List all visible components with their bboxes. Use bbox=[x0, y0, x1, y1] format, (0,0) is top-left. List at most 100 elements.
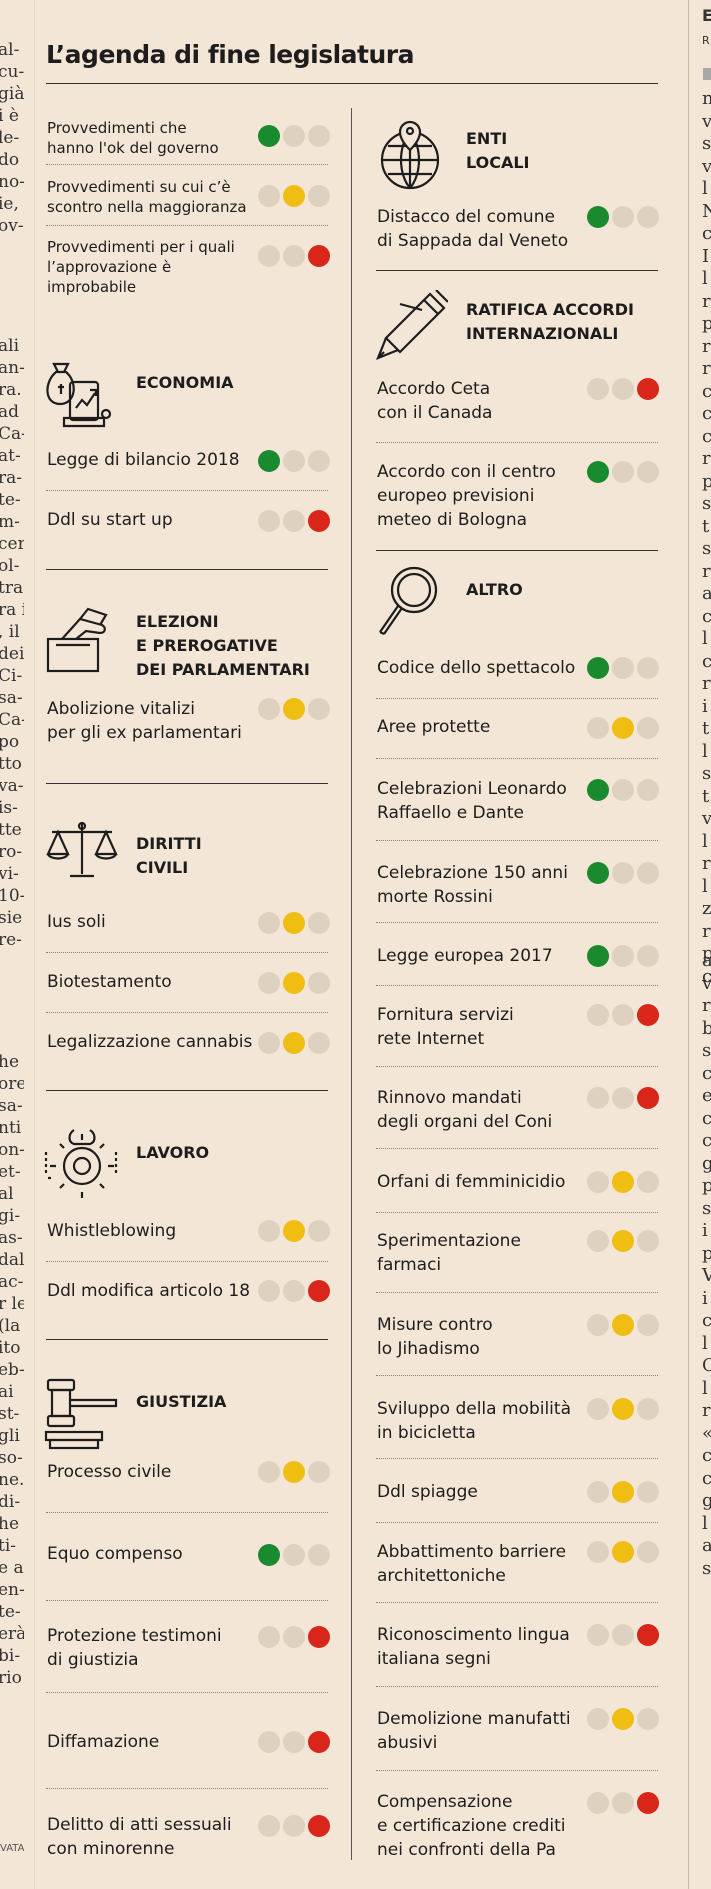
fragment-text: c bbox=[702, 380, 711, 402]
fragment-text: C bbox=[702, 1355, 711, 1376]
status-dots bbox=[258, 1626, 330, 1648]
list-item: Ddl modifica articolo 18 bbox=[47, 1281, 251, 1301]
section-title-elezioni: ELEZIONI E PREROGATIVE DEI PARLAMENTARI bbox=[136, 612, 310, 679]
status-dots bbox=[587, 717, 659, 739]
section-separator bbox=[46, 783, 328, 784]
fragment-text: cu- bbox=[0, 62, 24, 82]
fragment-text: ali bbox=[0, 336, 20, 356]
fragment-text: r bbox=[702, 995, 711, 1016]
fragment-text: r bbox=[702, 673, 711, 694]
fragment-text: g bbox=[702, 1152, 711, 1174]
money-bag-chart-icon bbox=[44, 358, 120, 432]
legend-text: hanno l'ok del governo bbox=[47, 139, 219, 157]
fragment-text: po bbox=[0, 732, 20, 752]
fragment-text: ac- bbox=[0, 1272, 24, 1292]
fragment-text: gli bbox=[0, 1426, 20, 1446]
fragment-text: al bbox=[0, 1184, 14, 1204]
fragment-text: tto bbox=[0, 754, 22, 774]
dotted-separator bbox=[376, 758, 658, 759]
fragment-text: sa- bbox=[0, 688, 23, 708]
fragment-text: v bbox=[702, 155, 711, 177]
fragment-text: ito bbox=[0, 1338, 21, 1358]
section-separator bbox=[46, 569, 328, 570]
title-rule bbox=[46, 83, 658, 84]
fragment-text: r bbox=[702, 358, 711, 379]
fragment-text: p bbox=[702, 470, 711, 492]
list-item: Rinnovo mandati degli organi del Coni bbox=[377, 1088, 553, 1132]
fragment-text: già bbox=[0, 84, 24, 104]
status-dots bbox=[258, 185, 330, 207]
list-item: Equo compenso bbox=[47, 1544, 183, 1564]
fragment-text: p bbox=[702, 1175, 711, 1196]
fragment-text: do bbox=[0, 150, 20, 170]
dotted-separator bbox=[376, 922, 658, 923]
status-dots bbox=[587, 862, 659, 884]
fragment-text: Ca- bbox=[0, 710, 24, 730]
fragment-text: t bbox=[702, 515, 710, 537]
legend-text: l’approvazione è improbabile bbox=[47, 258, 172, 296]
fragment-text: gi- bbox=[0, 1206, 21, 1226]
list-item: Fornitura servizi rete Internet bbox=[377, 1005, 514, 1049]
list-item: Sperimentazione farmaci bbox=[377, 1231, 521, 1275]
fragment-text: as- bbox=[0, 1228, 23, 1248]
fragment-text: I bbox=[702, 245, 710, 267]
fragment-text: tra bbox=[0, 578, 24, 598]
list-item: Legge europea 2017 bbox=[377, 946, 553, 966]
dotted-separator bbox=[376, 1686, 658, 1687]
fragment-text: r bbox=[702, 560, 711, 582]
dotted-separator bbox=[46, 1012, 328, 1013]
fragment-text: va- bbox=[0, 776, 24, 796]
status-dots bbox=[587, 1314, 659, 1336]
section-title-ratifica: RATIFICA ACCORDI INTERNAZIONALI bbox=[466, 300, 634, 343]
list-item: Compensazione e certificazione crediti nei… bbox=[377, 1792, 566, 1860]
fragment-text: he bbox=[0, 1052, 20, 1072]
list-item: Sviluppo della mobilità in bicicletta bbox=[377, 1399, 571, 1443]
fragment-text: eb- bbox=[0, 1360, 24, 1380]
fragment-text: sa- bbox=[0, 1096, 23, 1116]
section-separator bbox=[376, 550, 658, 551]
dotted-separator bbox=[46, 952, 328, 953]
fragment-text: ie, bbox=[0, 194, 19, 214]
fragment-text: v bbox=[702, 972, 711, 994]
fragment-text: ov- bbox=[0, 216, 24, 236]
status-dots bbox=[587, 206, 659, 228]
fragment-text: c bbox=[702, 403, 711, 424]
fragment-text: s bbox=[702, 493, 711, 514]
dotted-separator bbox=[46, 1788, 328, 1789]
status-dots bbox=[587, 1481, 659, 1503]
fragment-text: , il bbox=[0, 622, 20, 642]
fragment-text: rio bbox=[0, 1668, 22, 1688]
status-dots bbox=[587, 461, 659, 483]
list-item: Ius soli bbox=[47, 912, 106, 932]
fragment-text: g bbox=[702, 1490, 711, 1511]
status-dots bbox=[587, 1004, 659, 1026]
dotted-separator bbox=[376, 1148, 658, 1149]
fragment-text: i bbox=[702, 695, 708, 717]
fragment-text: p bbox=[702, 943, 711, 964]
legend-contested: Provvedimenti su cui c’è scontro nella m… bbox=[47, 177, 257, 217]
status-dots bbox=[587, 1624, 659, 1646]
status-dots bbox=[258, 1815, 330, 1837]
fragment-text: ro- bbox=[0, 842, 23, 862]
fragment-text: an- bbox=[0, 358, 24, 378]
fragment-text: l bbox=[702, 1512, 708, 1534]
fragment-text: erà bbox=[0, 1624, 24, 1644]
dotted-separator bbox=[46, 1512, 328, 1513]
status-dots bbox=[258, 1280, 330, 1302]
fragment-text: R bbox=[702, 34, 710, 47]
list-item: Aree protette bbox=[377, 717, 491, 737]
gear-wrench-icon bbox=[44, 1128, 120, 1200]
list-item: Ddl su start up bbox=[47, 510, 173, 530]
fragment-text: et- bbox=[0, 1162, 21, 1182]
fragment-text: te- bbox=[0, 490, 21, 510]
fragment-text: c bbox=[702, 965, 711, 987]
status-dots bbox=[587, 945, 659, 967]
fragment-text: at- bbox=[0, 446, 21, 466]
list-item: Accordo Ceta con il Canada bbox=[377, 379, 493, 423]
list-item: Misure contro lo Jihadismo bbox=[377, 1315, 493, 1359]
section-title-giustizia: GIUSTIZIA bbox=[136, 1392, 227, 1411]
scales-icon bbox=[44, 820, 120, 880]
legend-text: Provvedimenti per i quali bbox=[47, 238, 235, 256]
